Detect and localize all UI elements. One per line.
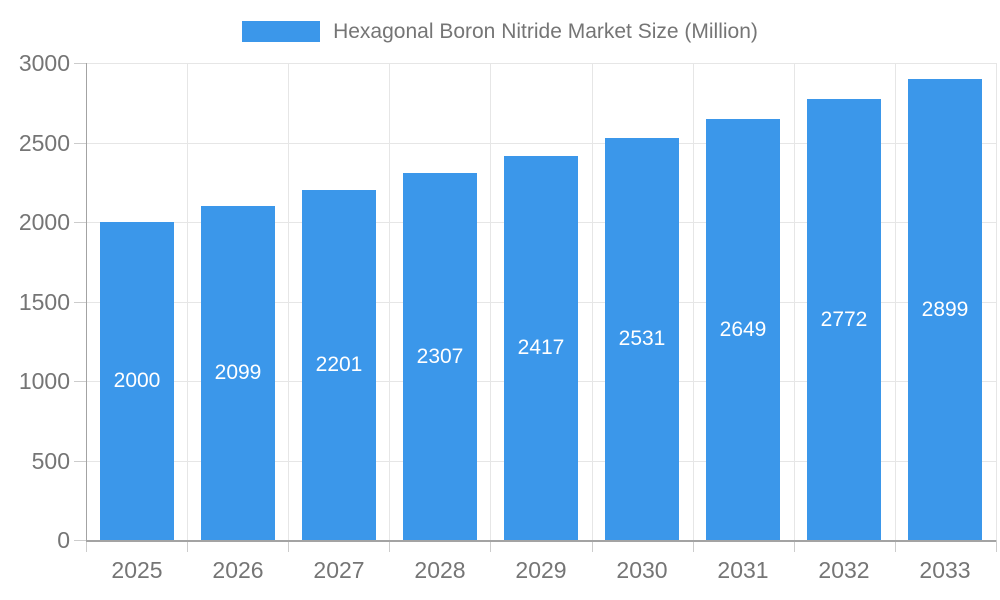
v-gridline (996, 63, 997, 540)
y-axis-tick-label: 2500 (18, 130, 70, 156)
bar-2032[interactable] (807, 99, 881, 540)
x-axis-tick (490, 540, 491, 552)
h-gridline (86, 143, 996, 144)
y-axis-tick (74, 381, 86, 382)
x-axis-tick-label: 2026 (212, 557, 264, 583)
y-axis-tick-label: 0 (57, 527, 70, 553)
y-axis-tick (74, 143, 86, 144)
x-axis-tick (86, 540, 87, 552)
y-axis-tick-label: 500 (31, 448, 70, 474)
bar-value-label: 2899 (921, 298, 969, 321)
x-axis-tick (592, 540, 593, 552)
x-axis-tick-label: 2028 (414, 557, 466, 583)
bar-2026[interactable] (201, 206, 275, 540)
legend-label: Hexagonal Boron Nitride Market Size (Mil… (333, 20, 758, 43)
v-gridline (895, 63, 896, 540)
y-axis-tick (74, 540, 86, 541)
x-axis-tick (996, 540, 997, 552)
y-axis-tick (74, 461, 86, 462)
x-axis-tick-label: 2025 (111, 557, 163, 583)
v-gridline (288, 63, 289, 540)
y-axis-tick (74, 302, 86, 303)
bar-value-label: 2099 (214, 361, 262, 384)
v-gridline (389, 63, 390, 540)
bar-value-label: 2772 (820, 308, 868, 331)
bar-value-label: 2531 (618, 327, 666, 350)
y-axis-line (86, 63, 87, 540)
bar-value-label: 2649 (719, 318, 767, 341)
x-axis-line (86, 540, 996, 542)
y-axis-tick-label: 3000 (18, 50, 70, 76)
bar-2029[interactable] (504, 156, 578, 540)
x-axis-tick (187, 540, 188, 552)
bar-value-label: 2000 (113, 369, 161, 392)
h-gridline (86, 63, 996, 64)
v-gridline (794, 63, 795, 540)
v-gridline (490, 63, 491, 540)
y-axis-tick-label: 1000 (18, 368, 70, 394)
y-axis-tick (74, 222, 86, 223)
x-axis-tick-label: 2032 (818, 557, 870, 583)
bar-2033[interactable] (908, 79, 982, 540)
x-axis-tick (389, 540, 390, 552)
x-axis-tick (895, 540, 896, 552)
bar-2025[interactable] (100, 222, 174, 540)
x-axis-tick-label: 2029 (515, 557, 567, 583)
y-axis-tick-label: 1500 (18, 289, 70, 315)
y-axis-tick (74, 63, 86, 64)
bar-value-label: 2307 (416, 345, 464, 368)
legend-swatch (242, 21, 321, 42)
v-gridline (693, 63, 694, 540)
bar-2030[interactable] (605, 138, 679, 540)
x-axis-tick (794, 540, 795, 552)
bar-2028[interactable] (403, 173, 477, 540)
x-axis-tick-label: 2031 (717, 557, 769, 583)
v-gridline (187, 63, 188, 540)
x-axis-tick (288, 540, 289, 552)
bar-value-label: 2417 (517, 336, 565, 359)
x-axis-tick-label: 2030 (616, 557, 668, 583)
chart-legend-item[interactable]: Hexagonal Boron Nitride Market Size (Mil… (0, 21, 1000, 42)
x-axis-tick-label: 2033 (919, 557, 971, 583)
v-gridline (592, 63, 593, 540)
bar-2031[interactable] (706, 119, 780, 540)
x-axis-tick-label: 2027 (313, 557, 365, 583)
bar-value-label: 2201 (315, 353, 363, 376)
y-axis-tick-label: 2000 (18, 209, 70, 235)
bar-2027[interactable] (302, 190, 376, 540)
x-axis-tick (693, 540, 694, 552)
